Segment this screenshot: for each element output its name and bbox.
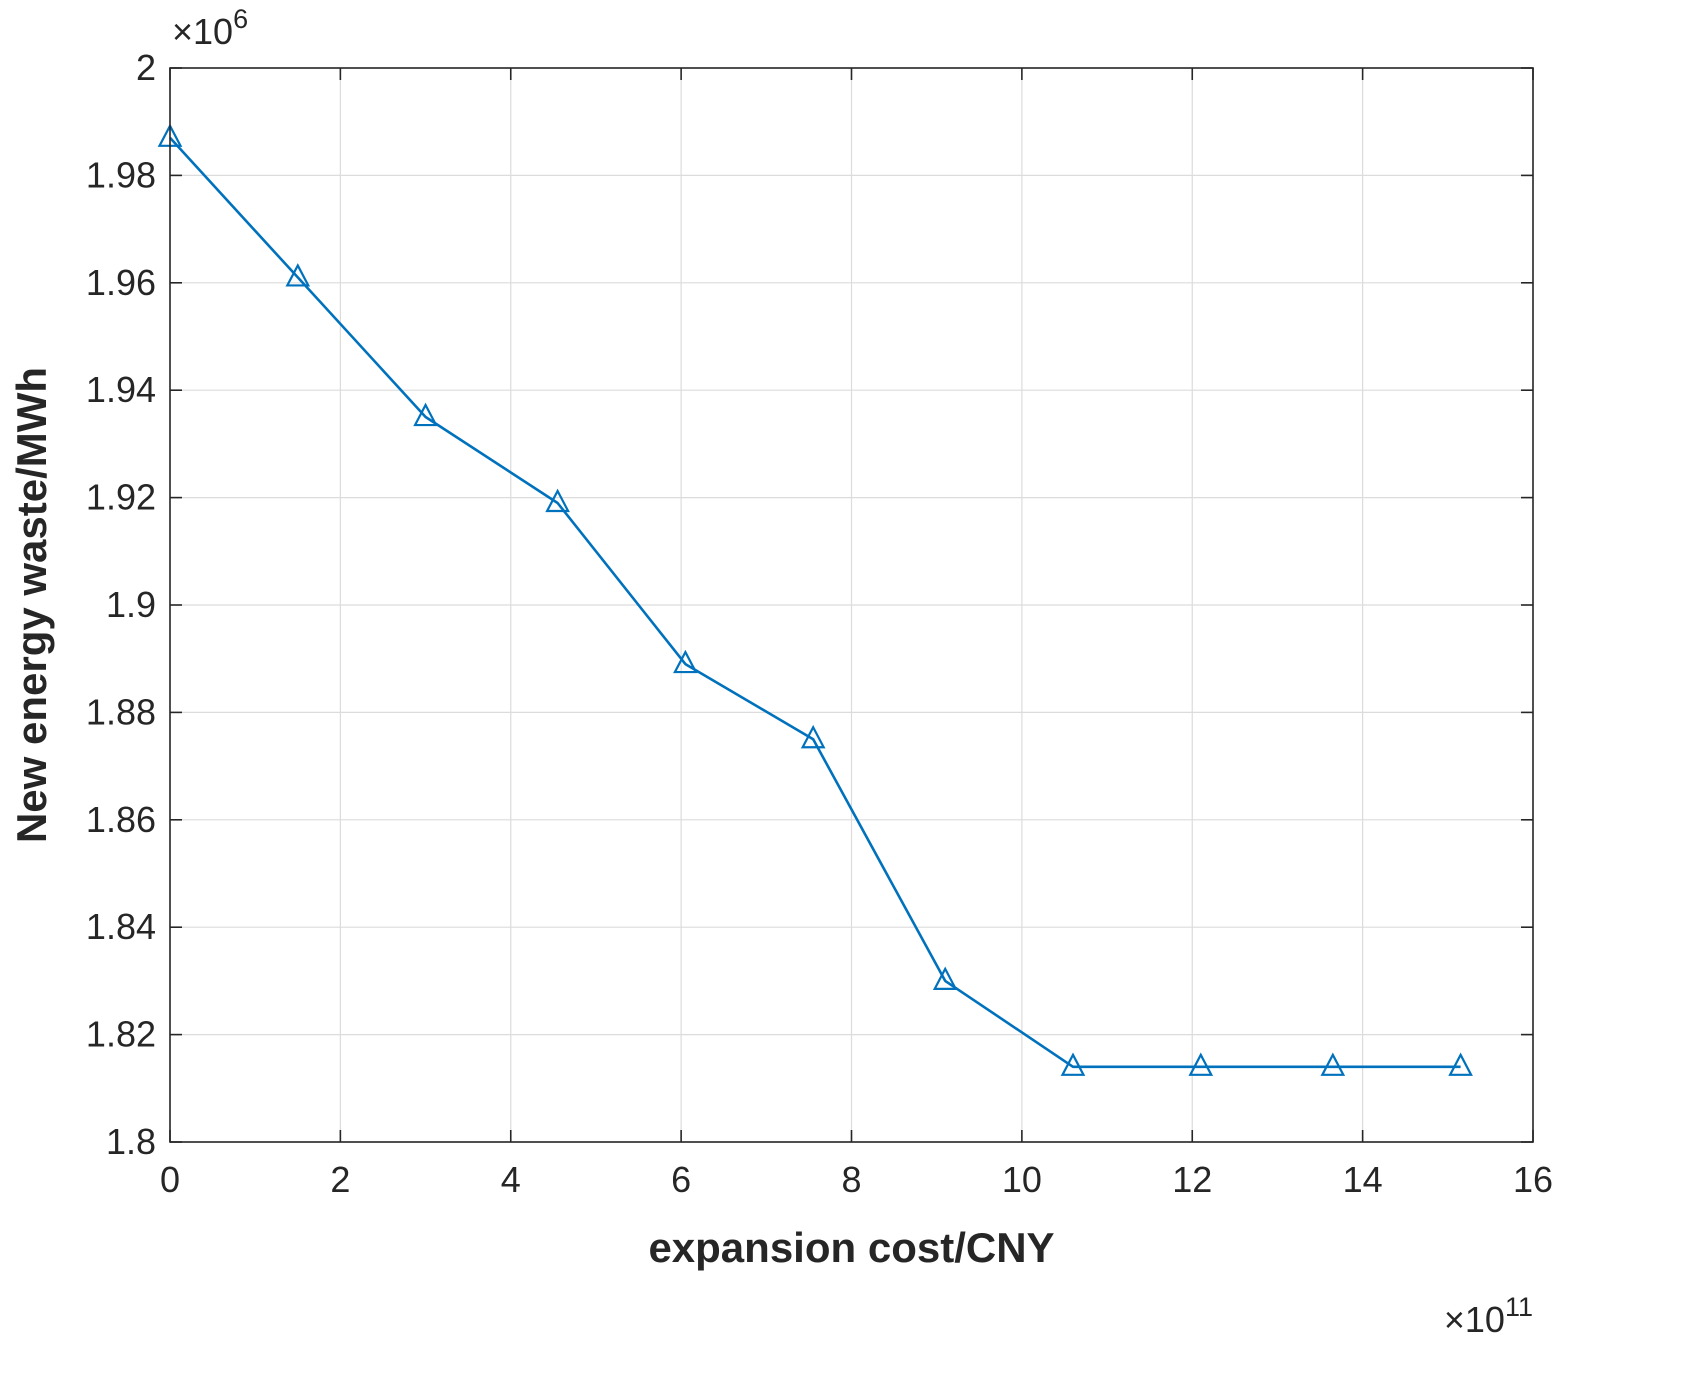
- y-tick-label: 1.88: [86, 691, 156, 732]
- y-tick-label: 1.82: [86, 1014, 156, 1055]
- x-axis-label: expansion cost/CNY: [648, 1224, 1054, 1271]
- x-tick-label: 2: [330, 1159, 350, 1200]
- x-tick-label: 12: [1172, 1159, 1212, 1200]
- triangle-marker: [800, 724, 826, 749]
- x-scale-exponent: ×1011: [1444, 1292, 1533, 1340]
- triangle-marker: [932, 966, 958, 990]
- triangle-marker: [1060, 1052, 1086, 1076]
- scale-exponent-value: 6: [233, 4, 248, 34]
- x-tick-label: 0: [160, 1159, 180, 1200]
- triangle-marker: [285, 263, 311, 287]
- y-tick-label: 1.98: [86, 154, 156, 195]
- y-tick-label: 2: [136, 47, 156, 88]
- x-tick-label: 16: [1513, 1159, 1553, 1200]
- data-line: [169, 136, 1461, 1069]
- y-scale-exponent: ×106: [172, 4, 248, 52]
- y-tick-labels: 1.8 1.82 1.84 1.86 1.88 1.9 1.92 1.94 1.96 1.98 2: [86, 47, 156, 1162]
- x-tick-label: 6: [671, 1159, 691, 1200]
- x-tick-label: 4: [501, 1159, 521, 1200]
- y-axis-label: New energy waste/MWh: [8, 367, 55, 843]
- y-tick-label: 1.86: [86, 799, 156, 840]
- y-tick-label: 1.92: [86, 477, 156, 518]
- triangle-marker: [1188, 1052, 1214, 1076]
- x-tick-label: 8: [841, 1159, 861, 1200]
- scale-prefix: ×10: [172, 11, 233, 52]
- y-tick-label: 1.8: [106, 1121, 156, 1162]
- tick-marks: [169, 67, 1534, 1143]
- scale-exponent-value: 11: [1505, 1292, 1533, 1322]
- scale-prefix: ×10: [1444, 1299, 1505, 1340]
- triangle-marker: [673, 649, 698, 674]
- x-tick-labels: 0 2 4 6 8 10 12 14 16: [160, 1159, 1553, 1200]
- triangle-marker: [545, 488, 570, 513]
- triangle-marker: [1448, 1052, 1473, 1076]
- y-tick-label: 1.94: [86, 369, 156, 410]
- y-tick-label: 1.96: [86, 262, 156, 303]
- x-tick-label: 14: [1343, 1159, 1383, 1200]
- triangle-marker: [413, 402, 438, 427]
- y-tick-label: 1.9: [106, 584, 156, 625]
- y-tick-label: 1.84: [86, 906, 156, 947]
- triangle-marker: [1320, 1052, 1346, 1076]
- x-tick-label: 10: [1002, 1159, 1042, 1200]
